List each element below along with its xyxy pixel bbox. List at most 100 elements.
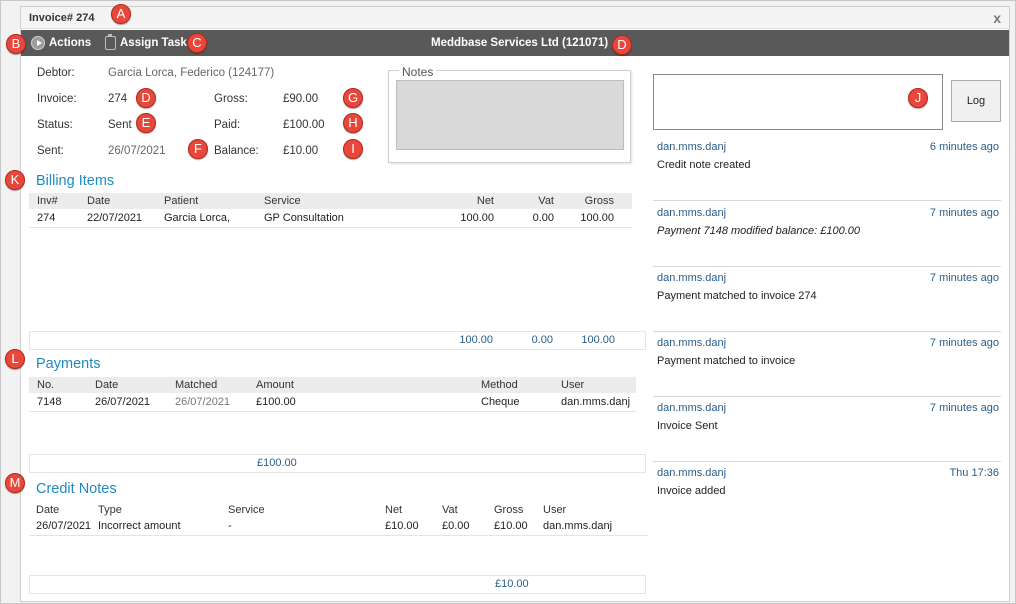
col-date: Date (95, 379, 119, 391)
log-time: 7 minutes ago (929, 272, 999, 284)
log-time: 7 minutes ago (929, 337, 999, 349)
clipboard-icon (105, 34, 116, 50)
cell-service: - (228, 520, 232, 532)
log-user[interactable]: dan.mms.danj (657, 207, 727, 219)
cell-date: 22/07/2021 (87, 212, 143, 224)
log-entry: dan.mms.danj 7 minutes ago Payment 7148 … (653, 203, 1001, 267)
cell-date: 26/07/2021 (95, 396, 151, 408)
log-entry: dan.mms.danj 7 minutes ago Payment match… (653, 333, 1001, 397)
col-service: Service (228, 504, 265, 516)
col-type: Type (98, 504, 122, 516)
col-date: Date (87, 195, 111, 207)
debtor-value[interactable]: Garcia Lorca, Federico (124177) (108, 67, 275, 79)
paid-label: Paid: (214, 119, 241, 131)
log-user[interactable]: dan.mms.danj (657, 467, 727, 479)
marker-m: M (5, 473, 25, 493)
marker-h: H (343, 113, 363, 133)
col-net: Net (385, 504, 403, 516)
payments-total: £100.00 (257, 457, 297, 469)
log-entry: dan.mms.danj 6 minutes ago Credit note c… (653, 137, 1001, 201)
marker-g: G (343, 88, 363, 108)
log-input[interactable] (653, 74, 943, 130)
log-message: Invoice Sent (657, 420, 718, 432)
gross-value: £90.00 (283, 93, 319, 105)
actions-label: Actions (49, 37, 92, 49)
cell-method: Cheque (481, 396, 520, 408)
table-row[interactable]: 274 22/07/2021 Garcia Lorca, GP Consulta… (29, 210, 632, 228)
payments-table-header: No. Date Matched Amount Method User (29, 377, 636, 393)
col-patient: Patient (164, 195, 199, 207)
payments-title: Payments (36, 356, 101, 372)
sent-value: 26/07/2021 (108, 145, 166, 157)
log-user[interactable]: dan.mms.danj (657, 141, 727, 153)
col-vat: Vat (538, 195, 554, 207)
credit-notes-table-header: Date Type Service Net Vat Gross User (29, 502, 648, 518)
credit-notes-title: Credit Notes (36, 481, 117, 497)
invoice-window: Invoice# 274 x Actions Assign Task Meddb… (20, 6, 1010, 602)
marker-d: D (612, 35, 632, 55)
marker-d: D (136, 88, 156, 108)
paid-value: £100.00 (283, 119, 325, 131)
log-message: Payment matched to invoice (657, 355, 796, 367)
col-net: Net (476, 195, 494, 207)
log-message: Payment matched to invoice 274 (657, 290, 817, 302)
play-circle-icon (31, 36, 45, 50)
cell-date: 26/07/2021 (36, 520, 92, 532)
log-time: 7 minutes ago (929, 402, 999, 414)
company-name: Meddbase Services Ltd (121071) (431, 37, 609, 49)
assign-task-button[interactable]: Assign Task (105, 34, 187, 51)
actions-button[interactable]: Actions (31, 35, 91, 51)
log-time: Thu 17:36 (949, 467, 999, 479)
log-message: Invoice added (657, 485, 726, 497)
balance-label: Balance: (214, 145, 259, 157)
balance-value: £10.00 (283, 145, 319, 157)
cell-net: £10.00 (385, 520, 419, 532)
log-time: 6 minutes ago (929, 141, 999, 153)
cell-user: dan.mms.danj (543, 520, 613, 532)
cell-amount: £100.00 (256, 396, 296, 408)
log-user[interactable]: dan.mms.danj (657, 402, 727, 414)
marker-e: E (136, 113, 156, 133)
log-user[interactable]: dan.mms.danj (657, 272, 727, 284)
total-vat: 0.00 (531, 334, 553, 346)
table-row[interactable]: 7148 26/07/2021 26/07/2021 £100.00 Chequ… (29, 394, 636, 412)
toolbar: Actions Assign Task Meddbase Services Lt… (21, 30, 1009, 56)
assign-task-label: Assign Task (120, 37, 187, 49)
credit-notes-total: £10.00 (495, 578, 529, 590)
col-method: Method (481, 379, 518, 391)
billing-items-title: Billing Items (36, 173, 115, 189)
col-user: User (543, 504, 567, 516)
marker-c: C (187, 33, 207, 53)
log-user[interactable]: dan.mms.danj (657, 337, 727, 349)
log-entry: dan.mms.danj 7 minutes ago Payment match… (653, 268, 1001, 332)
sent-label: Sent: (37, 145, 64, 157)
log-entry: dan.mms.danj Thu 17:36 Invoice added (653, 463, 1001, 527)
window-titlebar: Invoice# 274 x (21, 7, 1009, 29)
notes-group: Notes (388, 65, 631, 163)
log-entry: dan.mms.danj 7 minutes ago Invoice Sent (653, 398, 1001, 462)
cell-vat: 0.00 (532, 212, 554, 224)
marker-l: L (5, 349, 25, 369)
col-user: User (561, 379, 585, 391)
col-vat: Vat (442, 504, 458, 516)
table-row[interactable]: 26/07/2021 Incorrect amount - £10.00 £0.… (29, 518, 648, 536)
col-inv: Inv# (37, 195, 58, 207)
notes-textarea[interactable] (396, 80, 624, 150)
billing-table-header: Inv# Date Patient Service Net Vat Gross (29, 193, 632, 209)
window-title: Invoice# 274 (29, 12, 95, 24)
payments-totals: £100.00 (29, 454, 646, 473)
credit-notes-totals: £10.00 (29, 575, 646, 594)
status-label: Status: (37, 119, 73, 131)
cell-user: dan.mms.danj (561, 396, 631, 408)
col-service: Service (264, 195, 301, 207)
status-value: Sent (108, 119, 132, 131)
total-net: 100.00 (459, 334, 493, 346)
cell-service: GP Consultation (264, 212, 344, 224)
notes-legend: Notes (399, 65, 437, 79)
close-icon[interactable]: x (993, 10, 1001, 26)
marker-i: I (343, 139, 363, 159)
log-button[interactable]: Log (951, 80, 1001, 122)
gross-label: Gross: (214, 93, 248, 105)
cell-no: 7148 (37, 396, 62, 408)
cell-net: 100.00 (460, 212, 494, 224)
